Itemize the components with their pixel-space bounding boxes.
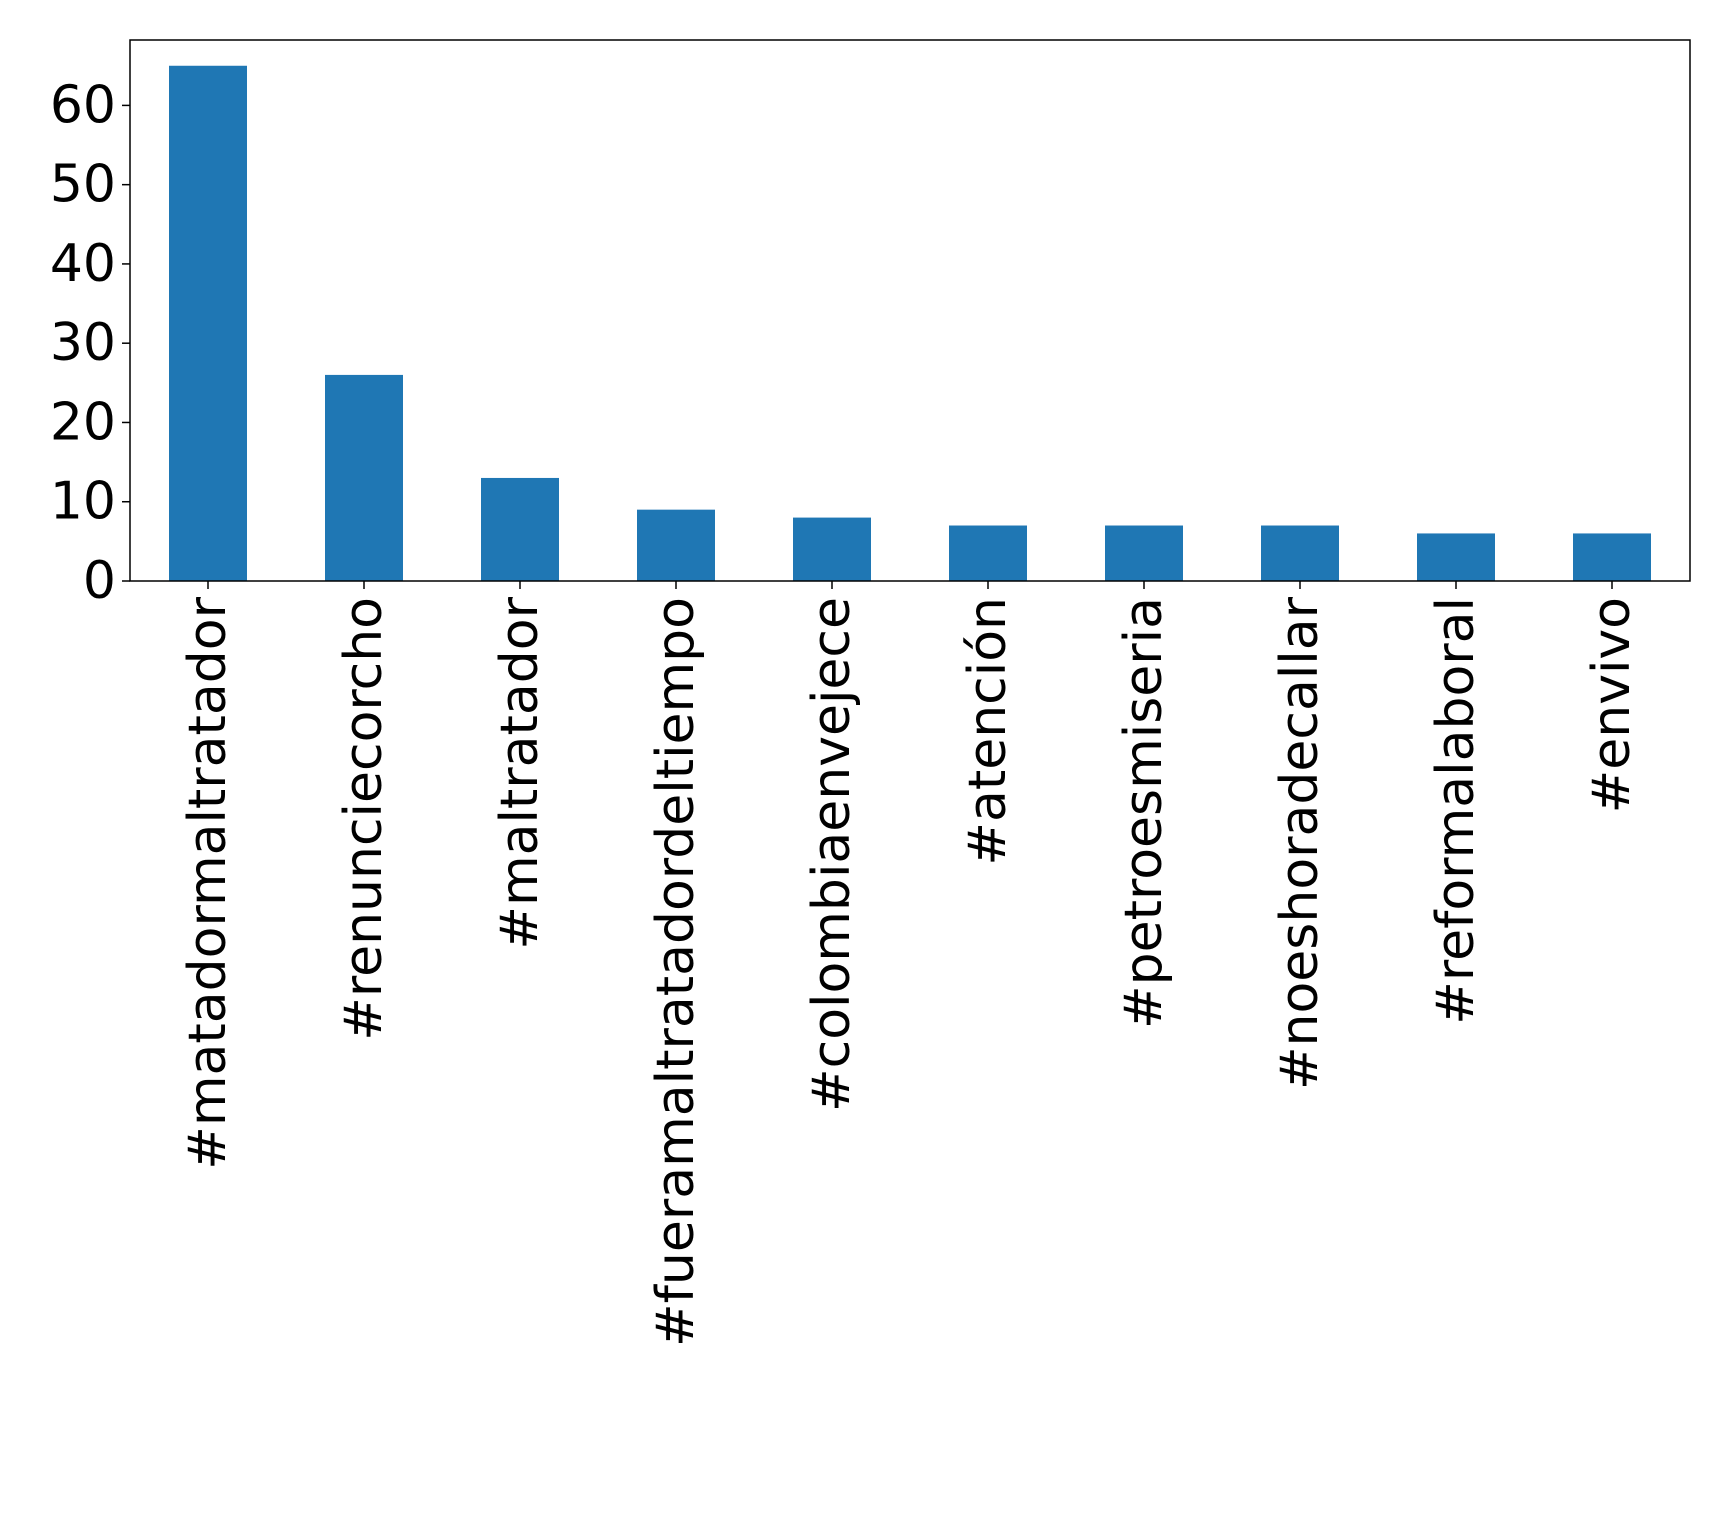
bar-0: [169, 65, 247, 581]
y-tick-label-1: 10: [50, 472, 116, 532]
bar-8: [1417, 533, 1495, 581]
bar-4: [793, 517, 871, 581]
x-axis: #matadormaltratador #renunciecorcho #maltr…: [178, 581, 1642, 1347]
bar-6: [1105, 525, 1183, 581]
y-axis: 0 10 20 30 40 50 60: [50, 75, 130, 611]
x-tick-label-6: #petroesmiseria: [1114, 597, 1174, 1029]
y-tick-label-0: 0: [83, 551, 116, 611]
x-tick-label-8: #reformalaboral: [1426, 597, 1486, 1025]
y-tick-label-5: 50: [50, 155, 116, 215]
x-tick-label-1: #renunciecorcho: [334, 597, 394, 1041]
x-tick-label-9: #envivo: [1582, 597, 1642, 813]
bars-group: [169, 65, 1651, 581]
y-tick-label-2: 20: [50, 392, 116, 452]
bar-9: [1573, 533, 1651, 581]
y-tick-label-3: 30: [50, 313, 116, 373]
y-tick-label-6: 60: [50, 75, 116, 135]
x-tick-label-4: #colombiaenvejece: [802, 597, 862, 1112]
x-tick-label-7: #noeshoradecallar: [1270, 596, 1330, 1090]
x-tick-label-3: #fueramaltratadordeltiempo: [646, 597, 706, 1347]
bar-7: [1261, 525, 1339, 581]
plot-frame: [129, 39, 1691, 582]
bar-1: [325, 374, 403, 581]
x-tick-label-2: #maltratador: [490, 596, 550, 949]
bar-3: [637, 509, 715, 581]
x-tick-label-5: #atención: [958, 597, 1018, 866]
bar-5: [949, 525, 1027, 581]
y-tick-label-4: 40: [50, 234, 116, 294]
bar-2: [481, 477, 559, 581]
x-tick-label-0: #matadormaltratador: [178, 596, 238, 1169]
